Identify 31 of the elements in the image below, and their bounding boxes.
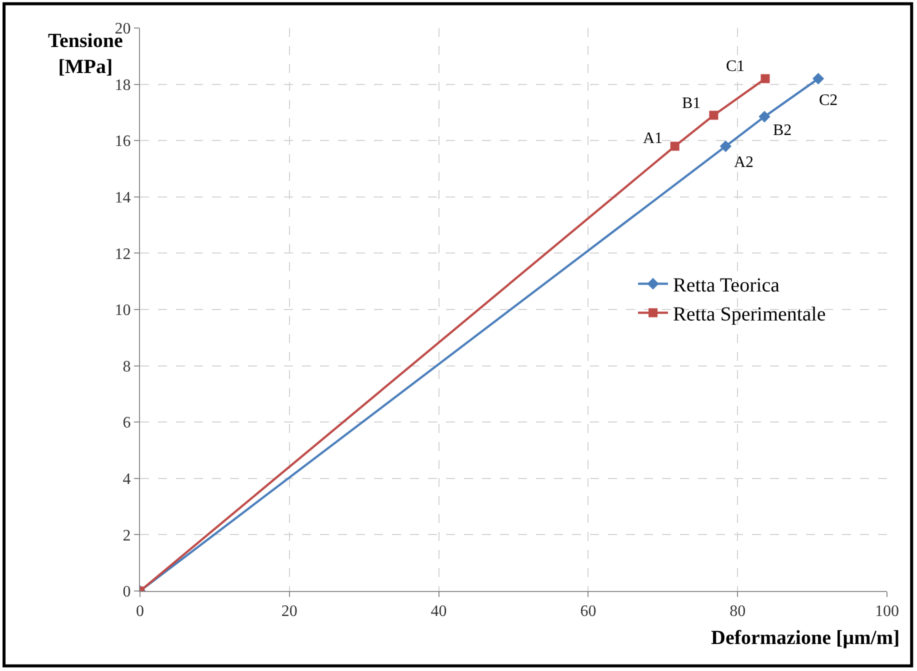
y-tick-label: 10 xyxy=(114,302,131,320)
y-tick-label: 14 xyxy=(114,190,131,206)
y-tick-label: 6 xyxy=(122,414,131,432)
point xyxy=(760,74,770,84)
x-tick-label: 20 xyxy=(281,603,298,620)
point xyxy=(720,140,732,152)
annotation: C1 xyxy=(726,58,745,75)
legend-label: Retta Teorica xyxy=(673,274,780,297)
annotation: A1 xyxy=(643,130,663,147)
x-tick-label: 100 xyxy=(875,603,899,620)
y-tick-label: 16 xyxy=(114,133,131,150)
y-tick-label: 4 xyxy=(122,471,131,488)
x-tick-label: 80 xyxy=(730,603,746,620)
annotation: B1 xyxy=(682,95,701,112)
annotation: B2 xyxy=(773,122,792,139)
point xyxy=(670,142,680,151)
y-tick-label: 12 xyxy=(114,246,131,263)
y-tick-label: 18 xyxy=(114,76,131,94)
y-tick-label: 8 xyxy=(122,358,131,376)
point xyxy=(812,72,824,85)
x-axis-title: Deformazione [µm/m] xyxy=(711,627,900,649)
x-tick-label: 40 xyxy=(430,603,447,620)
point xyxy=(709,110,718,120)
annotation: C2 xyxy=(819,92,838,109)
y-tick-label: 2 xyxy=(122,527,131,544)
legend-label: Retta Sperimentale xyxy=(673,304,826,326)
x-tick-label: 60 xyxy=(580,603,596,620)
annotation: A2 xyxy=(734,154,754,171)
point xyxy=(758,110,770,123)
x-tick-label: 0 xyxy=(136,603,144,620)
y-tick-label: 0 xyxy=(122,584,131,601)
